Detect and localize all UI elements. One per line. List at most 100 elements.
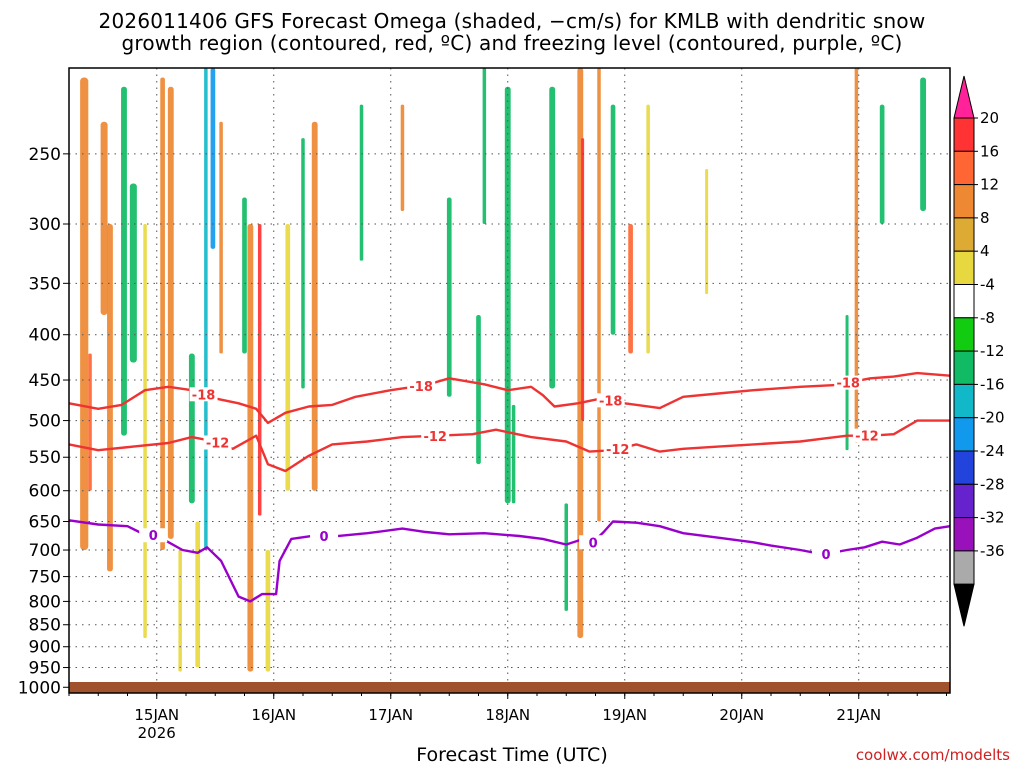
omega-streak	[549, 86, 556, 389]
dgz-contour-label: -12	[855, 430, 879, 445]
dgz-contour-label: -12	[206, 437, 230, 452]
omega-streak	[88, 353, 92, 491]
colorbar-top-arrow	[953, 75, 975, 119]
colorbar-label: -4	[980, 276, 995, 294]
y-tick-label: 550	[29, 448, 61, 468]
colorbar-label: 16	[980, 142, 999, 160]
colorbar-label: -20	[980, 409, 1005, 427]
omega-streak	[511, 404, 516, 504]
freezing-level-label: 0	[589, 536, 598, 551]
y-tick-label: 450	[29, 371, 61, 391]
omega-streak	[107, 224, 113, 572]
colorbar-box	[953, 383, 975, 419]
colorbar-box	[953, 483, 975, 519]
freezing-level-label-bg	[139, 528, 168, 543]
omega-streak	[160, 77, 165, 551]
chart-title: 2026011406 GFS Forecast Omega (shaded, −…	[0, 10, 1024, 54]
dgz-contour-label: -12	[606, 443, 630, 458]
credit-text: coolwx.com/modelts	[855, 746, 1010, 764]
dgz-contour-label-bg	[421, 428, 450, 443]
y-tick-label: 400	[29, 326, 61, 346]
dgz-contour-label: -18	[192, 388, 216, 403]
omega-streak	[646, 104, 650, 354]
omega-streak	[219, 121, 223, 354]
omega-streak	[301, 138, 305, 389]
surface-terrain	[69, 682, 950, 693]
dgz-contour-label-bg	[203, 435, 232, 450]
y-tick-label: 300	[29, 215, 61, 235]
freezing-level-label-bg	[310, 529, 339, 544]
dgz-contour-label-bg	[603, 442, 632, 457]
omega-streak	[920, 77, 927, 211]
omega-streak	[247, 224, 254, 672]
omega-streak	[265, 550, 271, 672]
y-tick-label: 600	[29, 482, 61, 502]
omega-streak	[257, 224, 262, 516]
colorbar-box	[953, 317, 975, 352]
colorbar-box	[953, 350, 975, 385]
colorbar-box	[953, 450, 975, 485]
colorbar-box	[953, 250, 975, 285]
omega-streak	[628, 224, 633, 354]
freezing-level-contour: 0 0 0 0	[68, 519, 951, 603]
dgz-contour-label-bg	[852, 428, 881, 443]
colorbar-box	[953, 184, 975, 219]
x-tick-label: 19JAN	[602, 706, 647, 724]
title-line-1: 2026011406 GFS Forecast Omega (shaded, −…	[98, 9, 926, 33]
x-tick-label: 17JAN	[368, 706, 413, 724]
omega-streak	[178, 550, 182, 672]
y-axis: 2503003504004505005506006507007508008509…	[18, 145, 69, 698]
omega-streak	[581, 138, 585, 421]
colorbar-box	[953, 550, 975, 585]
colorbar-box	[953, 284, 975, 319]
omega-streak	[129, 183, 137, 363]
y-tick-label: 650	[29, 513, 61, 533]
dgz-contour-label-bg	[407, 378, 436, 393]
dgz-contour-label: -18	[836, 377, 860, 392]
omega-streak	[879, 104, 885, 225]
omega-streak	[210, 68, 216, 249]
y-tick-label: 700	[29, 541, 61, 561]
dgz-contour-label-bg	[189, 387, 218, 402]
colorbar-box	[953, 150, 975, 186]
colorbar-label: -8	[980, 309, 995, 327]
colorbar-label: 20	[980, 109, 999, 127]
omega-streak	[121, 86, 127, 436]
colorbar-box	[953, 117, 975, 152]
x-tick-label: 20JAN	[719, 706, 764, 724]
colorbar-box	[953, 417, 975, 452]
colorbar: 20 16 12 8 4 -4 -8 -12 -16 -20 -24 -28 -32 -36	[953, 75, 1005, 627]
surface-band	[69, 682, 950, 693]
title-line-2: growth region (contoured, red, ºC) and f…	[121, 31, 903, 55]
omega-streak	[311, 121, 318, 491]
omega-streak	[610, 104, 616, 335]
colorbar-bottom-arrow	[953, 583, 975, 627]
omega-streak	[597, 68, 601, 522]
x-tick-label: 21JAN	[836, 706, 881, 724]
omega-streak	[476, 314, 481, 465]
y-tick-label: 950	[29, 659, 61, 679]
dgz-contour-label-bg	[834, 375, 863, 390]
y-tick-label: 750	[29, 568, 61, 588]
x-tick-label: 16JAN	[251, 706, 296, 724]
omega-streak	[100, 121, 108, 315]
y-tick-label: 900	[29, 638, 61, 658]
omega-streak	[705, 168, 709, 295]
omega-streak	[564, 503, 568, 611]
colorbar-label: -36	[980, 542, 1005, 560]
colorbar-label: -12	[980, 342, 1005, 360]
freezing-level-label: 0	[149, 529, 158, 544]
x-tick-label: 15JAN	[134, 706, 179, 724]
freezing-level-label-bg	[811, 546, 840, 561]
freezing-level-label: 0	[320, 530, 329, 545]
colorbar-label: -16	[980, 375, 1005, 393]
omega-streak	[204, 68, 208, 551]
x-tick-sublabel: 2026	[138, 724, 176, 742]
omega-shading	[80, 68, 927, 672]
freezing-level-label-bg	[579, 535, 608, 550]
x-tick-label: 18JAN	[485, 706, 530, 724]
omega-streak	[285, 224, 291, 491]
y-tick-label: 1000	[18, 678, 61, 698]
